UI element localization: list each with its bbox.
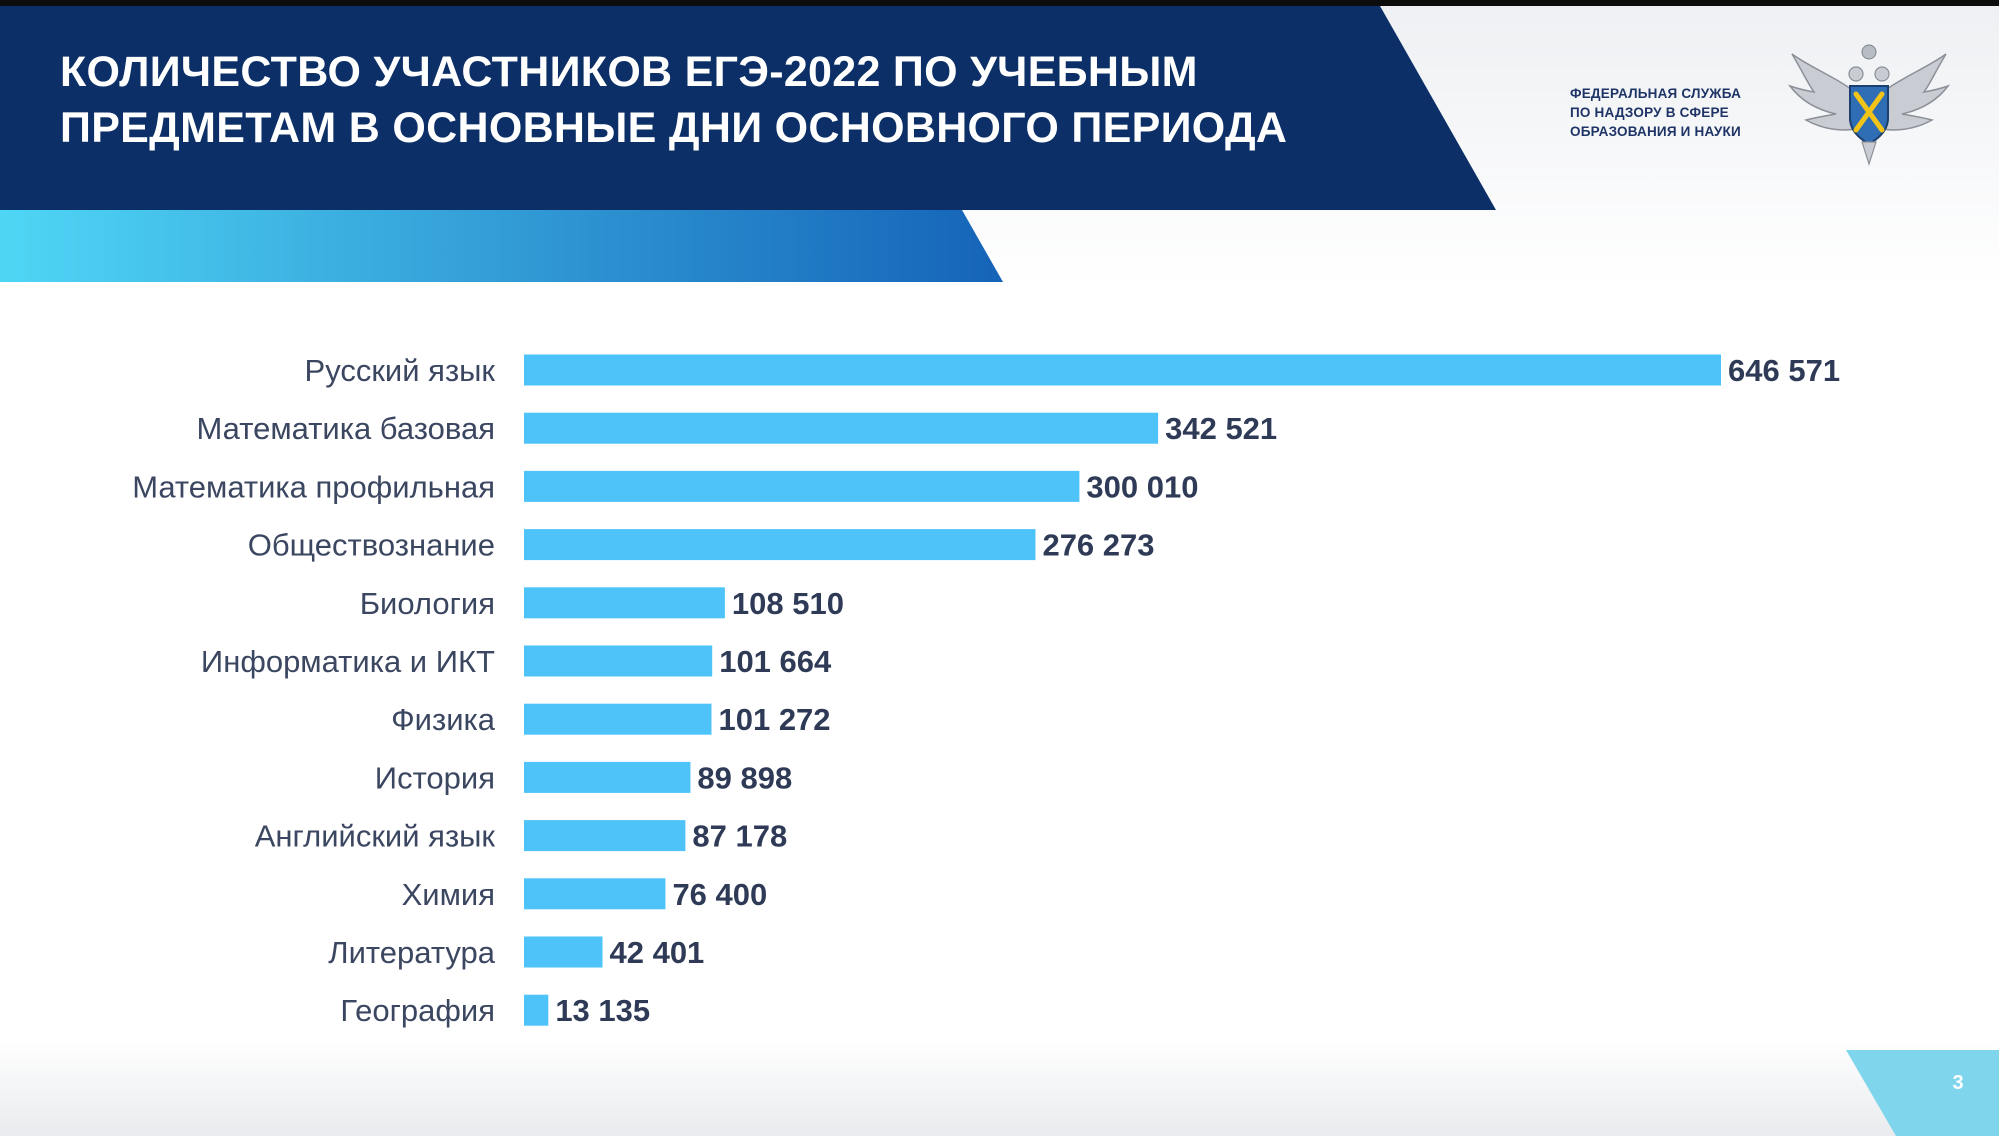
bar (524, 820, 686, 852)
category-label: Математика базовая (197, 411, 496, 446)
bar (524, 412, 1159, 444)
bar (524, 587, 725, 619)
category-label: Биология (360, 586, 495, 621)
bar (524, 645, 713, 677)
value-label: 300 010 (1086, 469, 1198, 504)
category-label: Химия (402, 877, 495, 912)
bar (524, 354, 1721, 386)
top-strip (0, 0, 1999, 6)
category-label: Обществознание (248, 528, 495, 563)
value-label: 108 510 (732, 586, 844, 621)
header-shapes (0, 6, 1496, 282)
bar (524, 470, 1080, 502)
double-headed-eagle-emblem-icon (1787, 44, 1951, 166)
page-title-line-1: КОЛИЧЕСТВО УЧАСТНИКОВ ЕГЭ-2022 ПО УЧЕБНЫ… (60, 48, 1198, 96)
footer-background (0, 1040, 1999, 1136)
value-label: 76 400 (672, 877, 767, 912)
bar (524, 529, 1036, 561)
bar (524, 994, 549, 1026)
category-label: Литература (328, 935, 495, 970)
category-label: Математика профильная (132, 469, 495, 504)
bar (524, 703, 712, 735)
organization-name: ФЕДЕРАЛЬНАЯ СЛУЖБА ПО НАДЗОРУ В СФЕРЕ ОБ… (1570, 84, 1790, 141)
category-label: Английский язык (255, 819, 496, 854)
bar-chart: Русский язык 646 571 Математика базовая 342… (132, 353, 1840, 1028)
value-label: 89 898 (697, 760, 792, 795)
organization-name-line-2: ПО НАДЗОРУ В СФЕРЕ (1570, 105, 1729, 120)
value-label: 101 272 (718, 702, 830, 737)
page-title: КОЛИЧЕСТВО УЧАСТНИКОВ ЕГЭ-2022 ПО УЧЕБНЫ… (60, 44, 1420, 156)
page-number: 3 (1952, 1072, 1964, 1094)
category-label: Физика (391, 702, 496, 737)
category-label: История (375, 760, 495, 795)
organization-name-line-1: ФЕДЕРАЛЬНАЯ СЛУЖБА (1570, 86, 1742, 101)
value-label: 87 178 (692, 819, 787, 854)
category-label: Русский язык (305, 353, 496, 388)
category-label: География (340, 993, 495, 1028)
value-label: 646 571 (1728, 353, 1840, 388)
bar (524, 936, 603, 968)
value-label: 13 135 (555, 993, 650, 1028)
bar (524, 761, 691, 793)
accent-band (0, 210, 1003, 282)
value-label: 276 273 (1042, 528, 1154, 563)
value-label: 342 521 (1165, 411, 1277, 446)
organization-name-line-3: ОБРАЗОВАНИЯ И НАУКИ (1570, 124, 1741, 139)
page-title-line-2: ПРЕДМЕТАМ В ОСНОВНЫЕ ДНИ ОСНОВНОГО ПЕРИО… (60, 104, 1288, 152)
value-label: 101 664 (719, 644, 832, 679)
category-label: Информатика и ИКТ (201, 644, 495, 679)
title-band (0, 6, 1496, 210)
value-label: 42 401 (609, 935, 704, 970)
bar (524, 878, 666, 910)
